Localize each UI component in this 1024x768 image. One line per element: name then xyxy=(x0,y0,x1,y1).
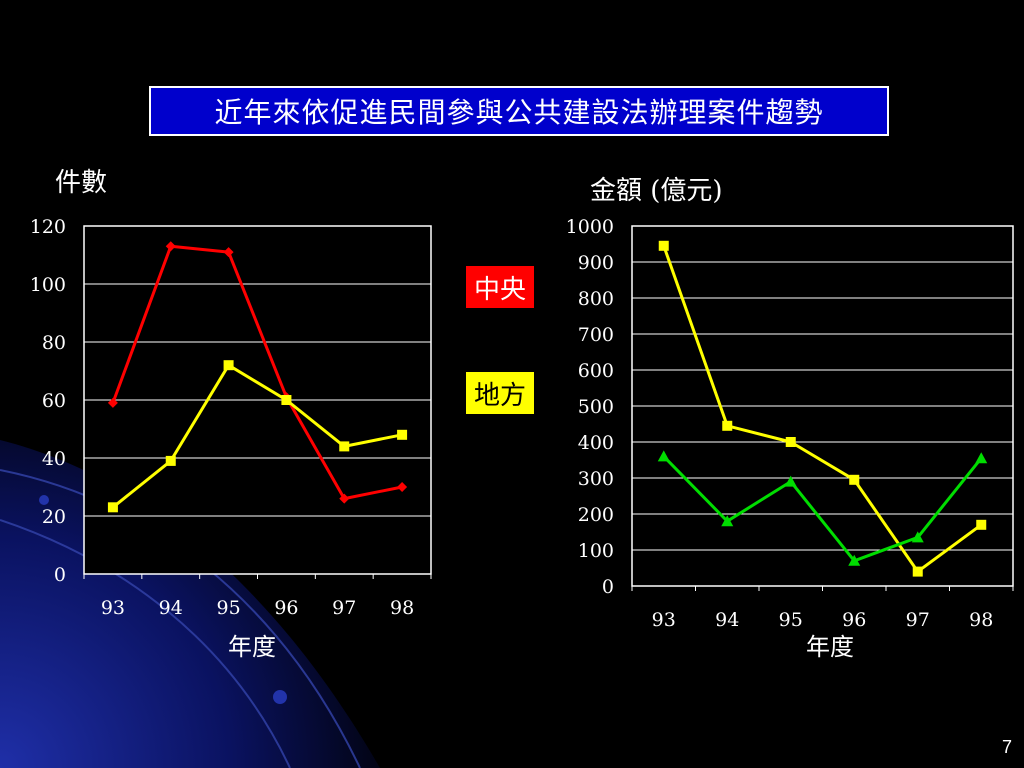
count-data-point xyxy=(339,441,350,452)
amount-data-point xyxy=(975,452,988,464)
amount-y-tick-label: 100 xyxy=(578,540,614,562)
amount-y-tick-label: 1000 xyxy=(566,216,614,238)
slide-title: 近年來依促進民間參與公共建設法辦理案件趨勢 xyxy=(149,86,889,136)
count-y-tick-label: 60 xyxy=(42,390,66,412)
right-y-axis-label: 金額 (億元) xyxy=(590,176,723,206)
amount-data-point xyxy=(658,240,669,251)
count-x-tick-label: 96 xyxy=(274,597,298,619)
count-y-tick-label: 20 xyxy=(42,506,66,528)
amount-data-point xyxy=(722,420,733,431)
amount-y-tick-label: 700 xyxy=(578,324,614,346)
count-y-tick-label: 120 xyxy=(30,216,66,238)
count-data-point xyxy=(397,482,408,492)
count-y-tick-label: 100 xyxy=(30,274,66,296)
count-y-tick-label: 40 xyxy=(42,448,66,470)
amount-x-tick-label: 93 xyxy=(652,609,676,631)
legend-central: 中央 xyxy=(464,264,536,310)
amount-data-point xyxy=(911,531,924,543)
count-data-point xyxy=(165,455,176,466)
amount-y-tick-label: 200 xyxy=(578,504,614,526)
legend-local: 地方 xyxy=(464,370,536,416)
amount-data-point xyxy=(912,566,923,577)
orbit-dot xyxy=(273,690,287,704)
amount-data-point xyxy=(976,519,987,530)
amount-y-tick-label: 500 xyxy=(578,396,614,418)
amount-data-point xyxy=(785,437,796,447)
amount-data-point xyxy=(849,474,860,485)
count-x-tick-label: 95 xyxy=(216,597,240,619)
count-series-line-1 xyxy=(111,363,403,509)
amount-y-tick-label: 0 xyxy=(602,576,614,598)
amount-y-tick-label: 600 xyxy=(578,360,614,382)
count-data-point xyxy=(223,247,234,258)
amount-data-point xyxy=(721,515,734,527)
count-data-point xyxy=(281,395,292,405)
amount-x-tick-label: 96 xyxy=(842,609,866,631)
count-y-tick-label: 0 xyxy=(54,564,66,586)
amount-data-point xyxy=(657,450,670,462)
amount-series-line-0 xyxy=(662,245,983,574)
count-data-point xyxy=(397,429,408,440)
amount-y-tick-label: 800 xyxy=(578,288,614,310)
right-x-axis-label: 年度 xyxy=(806,633,854,661)
count-y-tick-label: 80 xyxy=(42,332,66,354)
count-x-tick-label: 94 xyxy=(159,597,183,619)
count-x-tick-label: 97 xyxy=(332,597,356,619)
amount-series-line-1 xyxy=(662,455,983,563)
amount-x-tick-label: 95 xyxy=(779,609,803,631)
count-chart: 0 20 40 60 80 100 120 93 94 95 96 97 98 xyxy=(30,216,432,619)
count-data-point xyxy=(107,502,118,513)
amount-data-point xyxy=(784,475,797,487)
amount-y-tick-label: 300 xyxy=(578,468,614,490)
amount-data-point xyxy=(848,554,861,566)
amount-x-tick-label: 94 xyxy=(715,609,739,631)
count-data-point xyxy=(223,360,234,371)
left-x-axis-label: 年度 xyxy=(228,633,276,661)
amount-chart: 0 100 200 300 400 500 600 700 800 900 1000 93 94 95 96… xyxy=(566,216,1014,631)
orbit-dot xyxy=(39,495,49,505)
page-number: 7 xyxy=(1001,737,1012,757)
amount-x-tick-label: 98 xyxy=(969,609,993,631)
count-data-point xyxy=(165,241,176,252)
left-y-axis-label: 件數 xyxy=(55,168,108,198)
amount-y-tick-label: 900 xyxy=(578,252,614,274)
count-data-point xyxy=(107,397,118,408)
count-x-tick-label: 93 xyxy=(101,597,125,619)
count-series-line-0 xyxy=(111,244,403,501)
amount-y-tick-label: 400 xyxy=(578,432,614,454)
count-data-point xyxy=(339,493,350,504)
amount-x-tick-label: 97 xyxy=(906,609,930,631)
count-x-tick-label: 98 xyxy=(390,597,414,619)
